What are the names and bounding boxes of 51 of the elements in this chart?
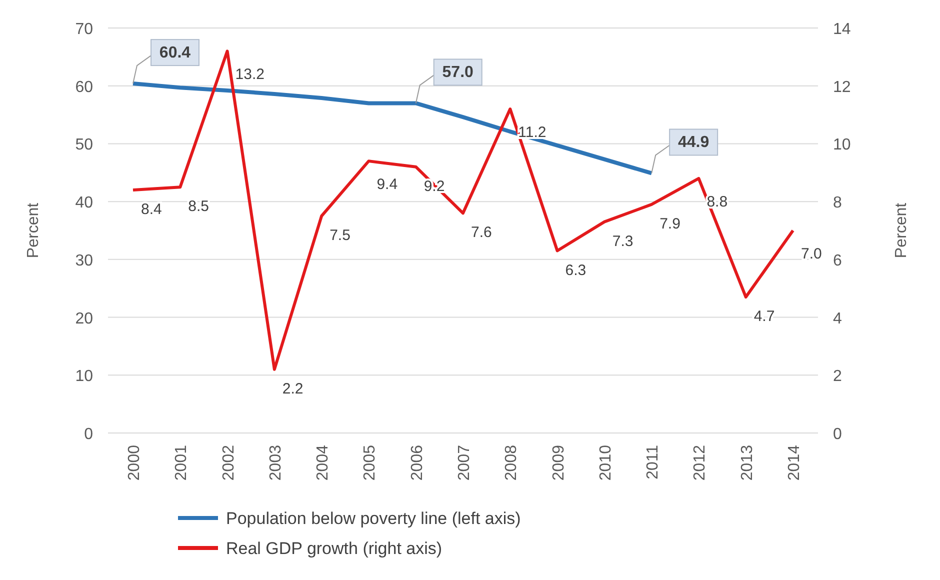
data-label: 7.9 [660, 215, 680, 232]
line-series [131, 82, 654, 176]
y-tick-label: 40 [75, 194, 94, 212]
x-tick-label: 2014 [786, 444, 803, 481]
y2-tick-label: 12 [833, 78, 851, 96]
x-tick-label: 2006 [408, 444, 426, 481]
data-label: 60.4 [159, 44, 191, 62]
y-tick-label: 60 [75, 78, 94, 96]
x-tick-label: 2001 [173, 444, 190, 481]
data-label: 13.2 [235, 66, 264, 84]
x-tick-label: 2012 [692, 444, 709, 481]
y2-tick-label: 8 [833, 194, 842, 212]
y-tick-label: 30 [75, 252, 94, 270]
y-tick-label: 0 [84, 426, 94, 443]
y-tick-label: 50 [75, 136, 94, 154]
data-label: 7.0 [801, 246, 822, 262]
x-tick-label: 2007 [456, 444, 473, 481]
legend-label: Real GDP growth (right axis) [226, 539, 442, 558]
x-tick-label: 2005 [362, 444, 379, 481]
data-label: 9.4 [376, 176, 398, 194]
x-tick-label: 2013 [738, 444, 756, 481]
x-tick-label: 2011 [644, 444, 662, 480]
data-label: 7.3 [612, 232, 634, 250]
y2-tick-label: 10 [833, 136, 851, 154]
y-tick-label: 70 [75, 21, 94, 38]
x-tick-label: 2009 [550, 444, 568, 481]
data-label: 7.6 [471, 224, 492, 242]
y2-tick-label: 14 [833, 21, 851, 38]
data-label: 7.5 [330, 227, 350, 244]
data-label: 44.9 [678, 134, 710, 152]
y2-tick-label: 0 [833, 426, 842, 443]
x-tick-label: 2010 [597, 444, 614, 481]
y-axis-title: Percent [25, 202, 42, 258]
data-label: 4.7 [754, 308, 775, 326]
data-label: 6.3 [565, 262, 586, 279]
x-tick-label: 2004 [314, 444, 332, 481]
y2-axis-title: Percent [893, 202, 910, 258]
data-label: 8.4 [141, 201, 162, 218]
x-tick-label: 2008 [503, 444, 520, 481]
y2-tick-label: 2 [833, 368, 842, 386]
legend-label: Population below poverty line (left axis) [226, 509, 521, 528]
y2-tick-label: 6 [833, 252, 842, 270]
y-tick-label: 20 [75, 310, 94, 328]
data-label: 8.5 [188, 198, 209, 216]
data-label: 57.0 [442, 64, 474, 82]
x-tick-label: 2003 [267, 444, 284, 481]
y-tick-label: 10 [75, 368, 94, 386]
x-tick-label: 2002 [220, 444, 238, 481]
y2-tick-label: 4 [833, 310, 842, 328]
data-label: 2.2 [282, 380, 304, 398]
x-tick-label: 2000 [126, 444, 143, 481]
